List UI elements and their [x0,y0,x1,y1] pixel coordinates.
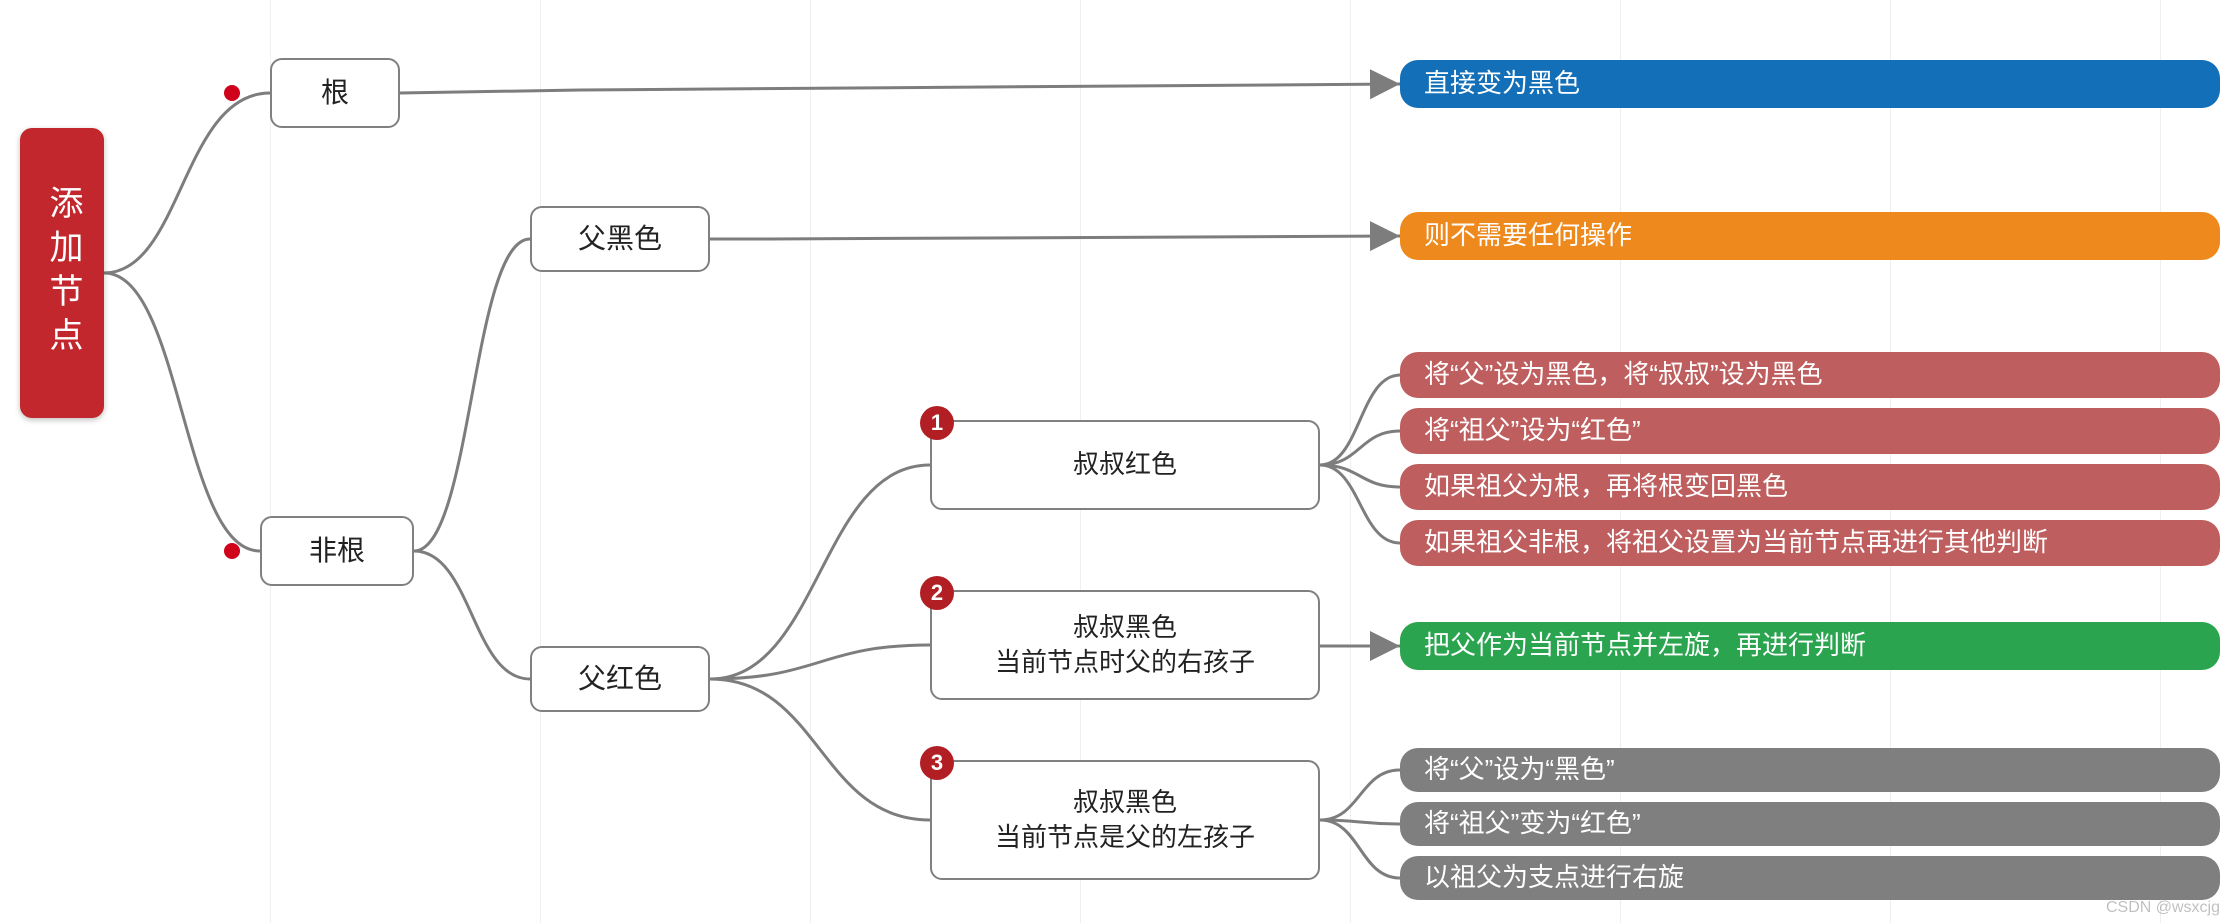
case-2: 叔叔黑色 当前节点时父的右孩子 [930,590,1320,700]
result-rose1: 将“父”设为黑色，将“叔叔”设为黑色 [1400,352,2220,398]
badge-3: 3 [920,746,954,780]
result-orange: 则不需要任何操作 [1400,212,2220,260]
node-father-red: 父红色 [530,646,710,712]
case-1: 叔叔红色 [930,420,1320,510]
grid-line [810,0,811,923]
badge-2: 2 [920,576,954,610]
result-rose3: 如果祖父为根，再将根变回黑色 [1400,464,2220,510]
result-blue: 直接变为黑色 [1400,60,2220,108]
branch-dot [224,85,240,101]
node-father-black: 父黑色 [530,206,710,272]
result-gray2: 将“祖父”变为“红色” [1400,802,2220,846]
branch-dot [224,543,240,559]
node-nongen: 非根 [260,516,414,586]
root-node: 添加节点 [20,128,104,418]
result-rose2: 将“祖父”设为“红色” [1400,408,2220,454]
watermark: CSDN @wsxcjg [2106,899,2220,917]
grid-line [1350,0,1351,923]
result-gray3: 以祖父为支点进行右旋 [1400,856,2220,900]
grid-line [270,0,271,923]
result-green: 把父作为当前节点并左旋，再进行判断 [1400,622,2220,670]
result-gray1: 将“父”设为“黑色” [1400,748,2220,792]
badge-1: 1 [920,406,954,440]
result-rose4: 如果祖父非根，将祖父设置为当前节点再进行其他判断 [1400,520,2220,566]
diagram-canvas: 添加节点 根 非根 父黑色 父红色 叔叔红色 叔叔黑色 当前节点时父的右孩子 叔… [0,0,2230,923]
case-3: 叔叔黑色 当前节点是父的左孩子 [930,760,1320,880]
grid-line [540,0,541,923]
node-gen: 根 [270,58,400,128]
